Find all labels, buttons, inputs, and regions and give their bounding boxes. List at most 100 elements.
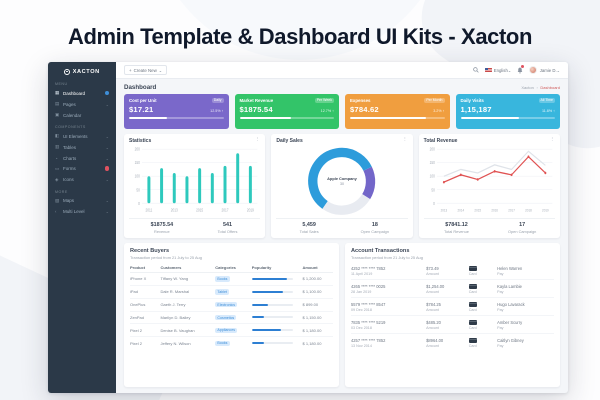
svg-text:100: 100 bbox=[429, 174, 434, 178]
payee-name: Hugo Lavarack bbox=[497, 301, 525, 307]
stat-card-progress-fill bbox=[350, 116, 426, 119]
sidebar-item-ui-elements[interactable]: ◧ UI Elements ⌄ bbox=[48, 131, 116, 142]
column-header: Categories bbox=[215, 264, 236, 270]
page-title: Admin Template & Dashboard UI Kits - Xac… bbox=[67, 24, 532, 49]
language-selector[interactable]: English ⌄ bbox=[484, 67, 512, 73]
sidebar-item-charts[interactable]: ◔ Charts ⌄ bbox=[48, 153, 116, 163]
sidebar-item-label: Dashboard bbox=[63, 90, 86, 96]
sidebar-item-label: Charts bbox=[63, 155, 77, 161]
logo[interactable]: XACTON bbox=[48, 65, 116, 78]
chevron-down-icon: ⌄ bbox=[507, 67, 512, 73]
popularity-bar-fill bbox=[251, 277, 288, 280]
sidebar-item-dashboard[interactable]: ▦ Dashboard bbox=[48, 88, 116, 99]
cell-product: Pixel 2 bbox=[130, 327, 143, 333]
cell-card-number: 4265 **** **** 0025 28 Jan 2019 bbox=[351, 284, 426, 294]
notifications-bell-icon[interactable] bbox=[517, 65, 525, 74]
panel-title: Daily Sales bbox=[276, 137, 303, 144]
sidebar-item-maps[interactable]: ▧ Maps ⌄ bbox=[48, 195, 116, 206]
cell-card: Card bbox=[468, 301, 497, 312]
amount-value: $784.25 bbox=[426, 301, 441, 307]
amount-value: $1,254.00 bbox=[426, 283, 445, 289]
user-menu[interactable]: Jamie D. ⌄ bbox=[529, 66, 560, 74]
cell-popularity bbox=[251, 329, 303, 332]
stat-cards-row: Cost per Unit Daily $17.21 12.5% ↑ Market Re… bbox=[124, 93, 560, 129]
page-heading: Dashboard bbox=[124, 83, 157, 91]
bar-chart-svg: 0 50 100 150 200 2011 2013 2015 2017 2019 bbox=[135, 147, 258, 212]
svg-text:200: 200 bbox=[429, 147, 434, 151]
notification-dot-badge bbox=[104, 90, 109, 96]
daily-sales-footer: 5,459 Total Sales 18 Open Campaign bbox=[276, 218, 408, 235]
table-subtitle: Transaction period from 21 July to 25 Au… bbox=[130, 254, 202, 260]
sidebar-item-forms[interactable]: ▭ Forms bbox=[48, 163, 116, 174]
stat-card-badge: Daily bbox=[211, 97, 224, 103]
stat-card-expenses: Expenses Per Month $784.62 3.2% ↑ bbox=[345, 93, 450, 129]
panel-footer-stat: $7841.12 Total Revenue bbox=[424, 222, 490, 234]
transaction-date: 13 Nov 2014 bbox=[351, 343, 372, 348]
sidebar-item-pages[interactable]: ▤ Pages ⌄ bbox=[48, 99, 116, 110]
table-subtitle: Transaction period from 21 July to 25 Au… bbox=[351, 254, 423, 260]
cell-amount: $1,254.00 Amount bbox=[426, 284, 469, 294]
create-new-button[interactable]: + Create New ⌄ bbox=[124, 65, 168, 75]
column-header: Customers bbox=[160, 264, 182, 270]
popularity-bar-fill bbox=[251, 290, 283, 293]
stat-card-delta: 3.2% ↑ bbox=[433, 108, 445, 113]
line-chart-svg: 0 50 100 150 200 2013 2014 2015 2016 2017 2018 2019 bbox=[429, 147, 552, 212]
sidebar-item-meta: ⌄ bbox=[106, 177, 109, 182]
notification-dot-badge bbox=[104, 166, 109, 171]
sidebar-item-icons[interactable]: ◈ Icons ⌄ bbox=[48, 174, 116, 185]
sidebar-item-tables[interactable]: ▥ Tables ⌄ bbox=[48, 142, 116, 153]
svg-text:2019: 2019 bbox=[542, 208, 549, 212]
svg-text:2019: 2019 bbox=[247, 208, 254, 212]
forms-icon: ▭ bbox=[55, 165, 60, 171]
stat-card-progress bbox=[129, 116, 224, 119]
sidebar-item-meta: ⌄ bbox=[106, 209, 109, 214]
panel-title: Total Revenue bbox=[423, 137, 458, 144]
kebab-menu-icon[interactable]: ⋮ bbox=[402, 136, 408, 143]
chevron-down-icon: ⌄ bbox=[105, 155, 109, 161]
card-label: Card bbox=[468, 325, 477, 330]
cell-popularity bbox=[251, 303, 303, 306]
sidebar-item-label: UI Elements bbox=[63, 133, 88, 139]
popularity-bar bbox=[251, 303, 294, 306]
svg-text:2015: 2015 bbox=[474, 208, 481, 212]
category-badge: Cosmetics bbox=[215, 314, 237, 321]
cell-card-number: 4252 **** **** 7852 11 April 2019 bbox=[351, 266, 426, 276]
search-icon[interactable] bbox=[472, 67, 479, 73]
logo-text: XACTON bbox=[72, 68, 100, 75]
cell-payee: Helen Warren Pay bbox=[497, 266, 554, 276]
us-flag-icon bbox=[484, 67, 492, 73]
stat-card-badge: Per Month bbox=[424, 97, 445, 103]
cell-payee: Caitlyn Gibney Pay bbox=[497, 338, 554, 348]
sidebar-item-meta: ⌄ bbox=[106, 134, 109, 139]
popularity-bar bbox=[251, 316, 294, 319]
kebab-menu-icon[interactable]: ⋮ bbox=[254, 136, 261, 143]
transaction-row: 4265 **** **** 0025 28 Jan 2019 $1,254.00 A… bbox=[351, 280, 554, 299]
stat-card-title: Daily Visits bbox=[460, 97, 484, 103]
statistics-panel: Statistics ⋮ 0 50 100 150 200 2011 2013 2015 201… bbox=[124, 133, 266, 238]
card-number: 4252 **** **** 7852 bbox=[351, 265, 386, 271]
popularity-bar-fill bbox=[251, 303, 269, 306]
buyers-table-header: Product Customers Categories Popularity Amou… bbox=[130, 263, 333, 273]
ui-elements-icon: ◧ bbox=[55, 133, 60, 139]
sidebar-item-multi-level[interactable]: ‹ Multi Level ⌄ bbox=[48, 206, 116, 216]
sidebar: XACTON MENU ▦ Dashboard ▤ Pages ⌄ ▣ Calendar COM… bbox=[48, 62, 116, 393]
dashboard-content: Cost per Unit Daily $17.21 12.5% ↑ Market Re… bbox=[116, 93, 568, 394]
stat-card-market-revenue: Market Revenue Per Week $1875.54 12.7% ↑ bbox=[234, 93, 339, 129]
account-transactions-panel: Account Transactions Transaction period … bbox=[345, 242, 560, 387]
plus-icon: + bbox=[129, 67, 132, 73]
panel-footer-stat: 18 Open Campaign bbox=[342, 222, 408, 234]
maps-icon: ▧ bbox=[55, 197, 60, 203]
cell-category: Electronics bbox=[215, 302, 252, 308]
sidebar-item-calendar[interactable]: ▣ Calendar bbox=[48, 110, 116, 121]
cell-payee: Kayla Lambie Pay bbox=[497, 284, 554, 294]
category-badge: Appliances bbox=[215, 327, 238, 334]
stat-card-title: Cost per Unit bbox=[129, 97, 157, 103]
transaction-date: 03 Dec 2018 bbox=[351, 325, 372, 330]
kebab-menu-icon[interactable]: ⋮ bbox=[549, 136, 555, 143]
sidebar-item-meta bbox=[104, 166, 109, 171]
cell-card-number: 5579 **** **** 8547 09 Dec 2018 bbox=[351, 302, 426, 312]
stat-card-badge: Per Week bbox=[314, 97, 334, 103]
svg-text:2015: 2015 bbox=[196, 208, 203, 212]
cell-amount: $ 1,100.00 bbox=[302, 289, 322, 295]
breadcrumb-root[interactable]: Xacton bbox=[521, 84, 534, 90]
